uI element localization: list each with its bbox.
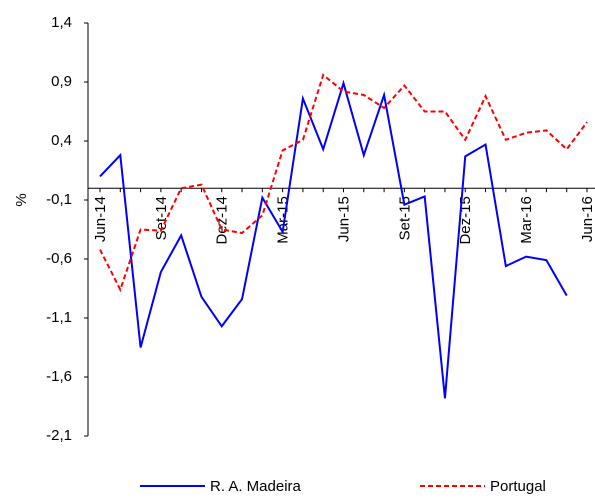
x-tick-label: Mar-16 xyxy=(518,196,535,244)
x-tick-label: Dez-14 xyxy=(214,196,231,244)
x-tick-label: Mar-15 xyxy=(275,196,292,244)
y-tick-label: 0,4 xyxy=(51,132,72,149)
y-tick-label: -1,6 xyxy=(46,368,72,385)
y-tick-label: -0,6 xyxy=(46,250,72,267)
x-tick-label: Jun-14 xyxy=(92,196,109,242)
line xyxy=(99,79,568,399)
x-tick-label: Set-15 xyxy=(396,196,413,240)
x-tick-label: Set-14 xyxy=(153,196,170,240)
y-tick-label: 1,4 xyxy=(51,14,72,31)
y-tick-label: -2,1 xyxy=(46,427,72,444)
legend-label: Portugal xyxy=(490,478,546,494)
legend-label: R. A. Madeira xyxy=(210,478,302,494)
line xyxy=(99,73,588,293)
y-tick-label: 0,9 xyxy=(51,73,72,90)
y-tick-label: -1,1 xyxy=(46,309,72,326)
y-tick-label: -0,1 xyxy=(46,191,72,208)
x-tick-label: Jun-16 xyxy=(579,196,595,242)
y-axis-label: % xyxy=(13,193,30,206)
x-tick-label: Jun-15 xyxy=(336,196,353,242)
